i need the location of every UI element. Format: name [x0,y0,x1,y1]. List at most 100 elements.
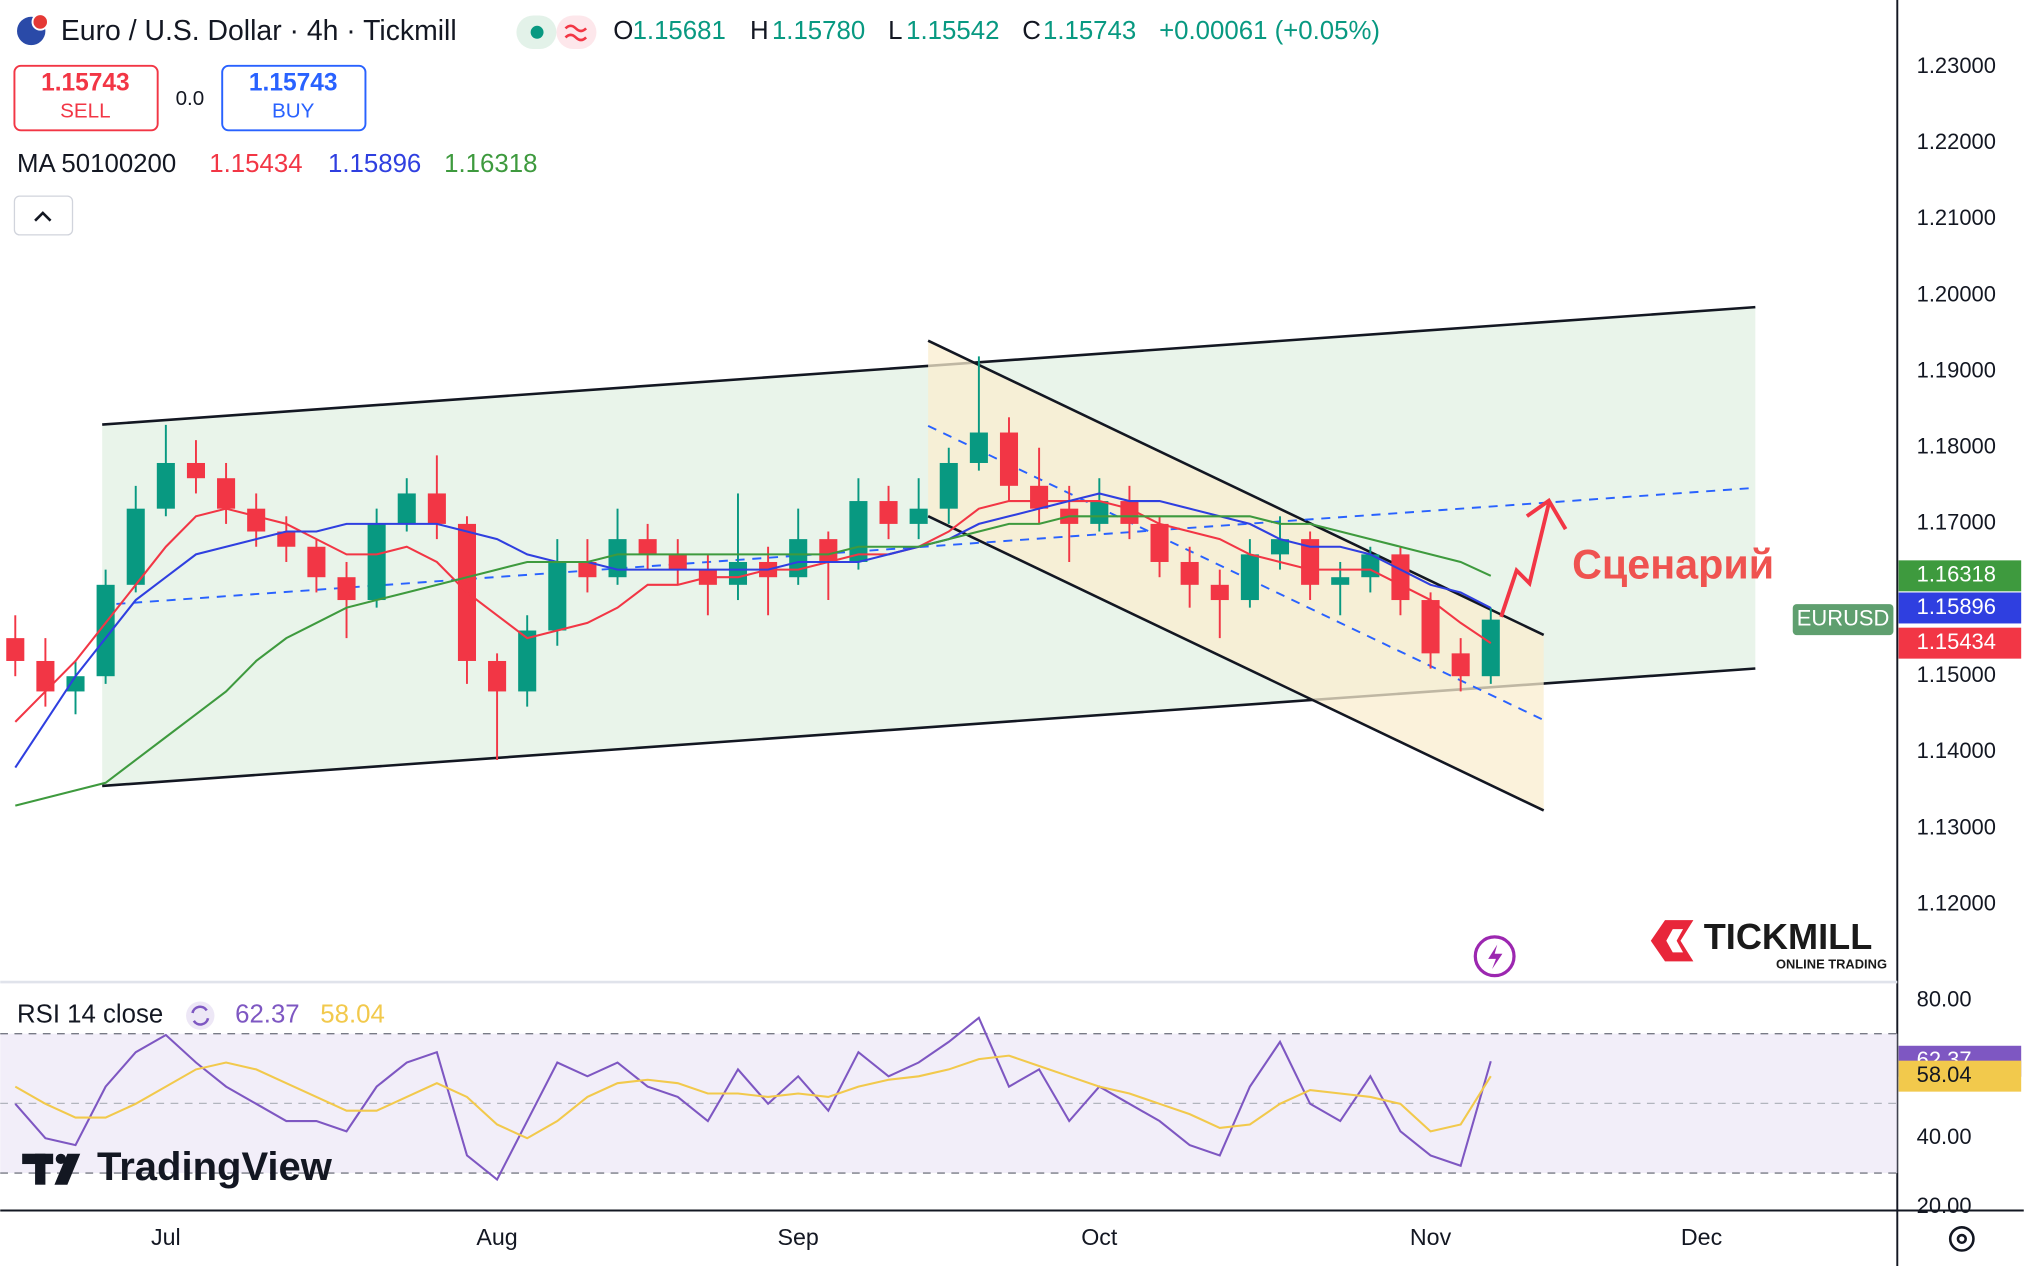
candle-body [6,638,25,661]
price-tag [1898,560,2022,592]
x-tick-label: Aug [476,1224,517,1250]
symbol-title: Euro / U.S. Dollar · 4h · Tickmill [61,15,457,47]
buy-button[interactable] [221,64,367,132]
axis-overlay: Jul Aug Sep Oct Nov Dec 1.23000 1.22000 1.21000 1… [151,53,2022,1250]
candle-body [819,539,838,562]
price-tag [1898,592,2022,624]
ohlc-value: 1.15681 [633,17,726,45]
x-tick-label: Sep [778,1224,819,1250]
candle-body [939,462,958,509]
settings-icon[interactable] [1956,1233,1967,1245]
candle-body [1180,561,1199,585]
collapse-icon[interactable] [34,211,52,222]
candle-body [96,584,115,677]
buy-label[interactable]: BUY [272,100,315,123]
candle-body [638,539,657,555]
rsi-icon [191,1005,210,1026]
y-tick-label: 40.00 [1917,1124,1972,1149]
value-tag [1898,1060,2022,1092]
candle-body [1481,619,1500,677]
candle-body [969,432,988,463]
candle-body [367,523,386,601]
candle-body [1030,485,1049,509]
candle-body [1331,577,1350,585]
sell-label[interactable]: SELL [60,100,110,123]
candle-body [909,508,928,524]
candle-body [397,493,416,524]
y-tick-label: 1.13000 [1917,814,1996,839]
annotation: Сценарий [1572,542,1774,588]
y-tick-label: 1.12000 [1917,890,1996,915]
x-tick-label: Dec [1681,1224,1722,1250]
candle-body [789,539,808,578]
y-tick-label: 1.18000 [1917,434,1996,459]
settings-icon[interactable] [1948,1225,1975,1252]
platform-logo [54,1153,81,1185]
candle-body [217,478,236,509]
flash-icon[interactable] [1473,935,1516,978]
legend-value: 1.15896 [328,150,421,178]
collapse-button[interactable] [13,195,74,236]
ohlc-value: 1.15780 [772,17,865,45]
value-tag-label: 58.04 [1917,1062,1972,1087]
y-tick-label: 1.22000 [1917,129,1996,154]
y-tick-label: 1.19000 [1917,357,1996,382]
broker-name: TICKMILL [1704,916,1873,957]
sell-button[interactable] [13,64,159,132]
dashed-midline [116,486,1756,605]
ohlc-key: C [1022,17,1041,45]
candle-body [879,501,898,524]
price-tag-label: 1.15434 [1917,629,1996,654]
price-tag-label: 1.16318 [1917,562,1996,587]
candle-body [186,462,205,479]
candle-body [999,432,1019,486]
symbol-tag-label: EURUSD [1797,605,1890,630]
candle-body [1270,539,1290,555]
y-tick-label: 80.00 [1917,986,1972,1011]
desc-channel-bottom [927,515,1545,812]
price-tag [1898,627,2022,659]
indicator-title: MA 50100200 [17,150,176,178]
candle-body [849,501,868,562]
candle-body [1451,653,1470,677]
candle-body [1240,554,1259,601]
series-line [14,492,1492,769]
rsi-legend-value: 58.04 [320,1000,385,1028]
series-line [14,1016,1492,1182]
candle-body [1090,501,1109,524]
candle-body [1421,600,1440,654]
platform-name: TradingView [97,1145,333,1189]
status-pill [556,15,597,50]
candle-body [1210,584,1229,601]
candle-body [728,561,748,585]
candle-body [247,508,266,532]
candle-body [36,660,55,692]
rsi-pane [14,1016,1492,1182]
desc-channel-top [927,339,1545,637]
buy-price[interactable]: 1.15743 [249,69,338,96]
price-tag-label: 1.15896 [1917,594,1996,619]
rsi-legend-value: 62.37 [235,1000,300,1028]
candle-body [307,546,326,578]
candle-body [1301,539,1320,585]
y-tick-label: 1.21000 [1917,205,1996,230]
symbol-tag [1792,604,1894,636]
sell-price[interactable]: 1.15743 [41,69,130,96]
candle-body [277,531,296,547]
candle-body [488,660,507,692]
symbol-flag [31,13,49,31]
broker-logo [1666,929,1684,953]
price-pane [6,356,1500,807]
y-tick-label: 20.00 [1917,1193,1972,1218]
ohlc-key: O [613,17,633,45]
x-tick-label: Oct [1081,1224,1118,1250]
candle-body [1391,554,1410,601]
candle-body [126,508,145,585]
candle-body [548,561,567,631]
platform-logo [35,1153,46,1185]
series-line [15,515,1492,807]
series-line [14,1054,1492,1140]
flash-icon[interactable] [1488,944,1503,970]
